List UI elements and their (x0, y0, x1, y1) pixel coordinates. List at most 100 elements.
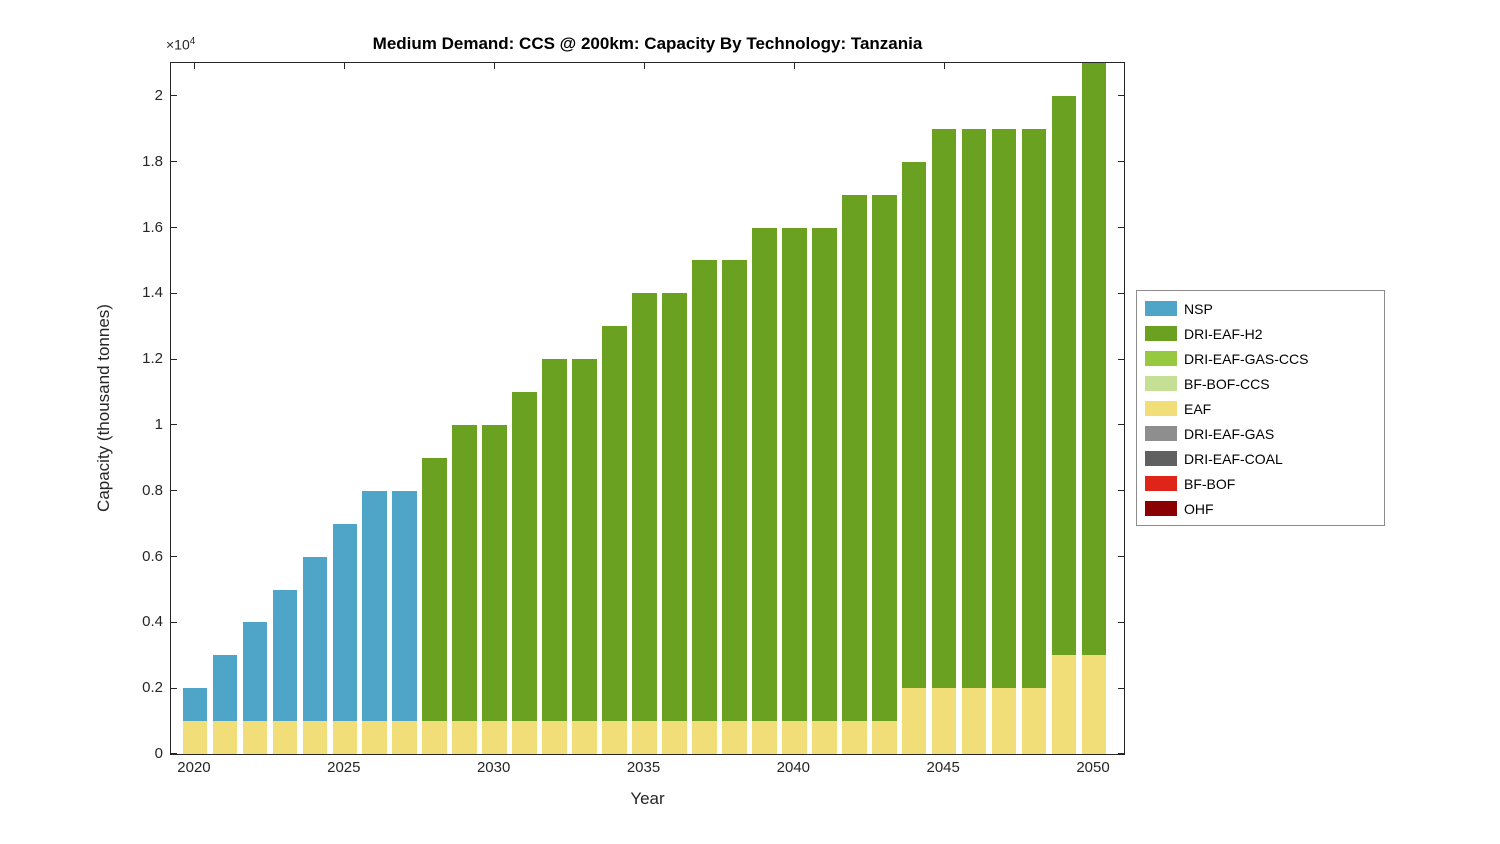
bar-segment (931, 128, 957, 689)
legend-swatch-dri-eaf-gas (1145, 426, 1177, 441)
legend-swatch-ohf (1145, 501, 1177, 516)
y-axis-label: Capacity (thousand tonnes) (94, 304, 113, 512)
y-tick-mark (1118, 227, 1124, 229)
bar-segment (242, 721, 268, 754)
bar-segment (722, 260, 747, 722)
bar-segment (272, 721, 298, 754)
legend-label-dri-eaf-coal: DRI-EAF-COAL (1184, 450, 1283, 467)
bar-segment (212, 655, 238, 722)
bar-segment (871, 194, 897, 722)
legend-item-dri-eaf-gas-ccs: DRI-EAF-GAS-CCS (1137, 346, 1384, 371)
y-tick-mark (171, 621, 177, 623)
y-tick-mark (171, 687, 177, 689)
bar-segment (692, 260, 717, 722)
bar-segment (782, 227, 807, 722)
legend-item-bf-bof-ccs: BF-BOF-CCS (1137, 371, 1384, 396)
y-tick-label: 1.2 (142, 350, 163, 368)
legend-swatch-bf-bof (1145, 476, 1177, 491)
bar-segment (841, 194, 867, 722)
bar-segment (572, 721, 597, 754)
legend-label-dri-eaf-gas: DRI-EAF-GAS (1184, 425, 1275, 442)
bar-segment (662, 721, 687, 754)
x-tick-label: 2040 (776, 759, 811, 776)
legend-label-eaf: EAF (1184, 400, 1212, 417)
legend-item-nsp: NSP (1137, 296, 1384, 321)
legend-item-eaf: EAF (1137, 396, 1384, 421)
y-tick-mark (171, 753, 177, 754)
bar-segment (931, 688, 957, 754)
chart-title: Medium Demand: CCS @ 200km: Capacity By … (372, 34, 923, 53)
bar-segment (422, 457, 447, 722)
y-tick-mark (1118, 424, 1124, 426)
bar-segment (452, 721, 477, 754)
bar-segment (901, 688, 927, 754)
y-tick-mark (1118, 292, 1124, 294)
y-tick-mark (171, 292, 177, 294)
y-tick-mark (171, 556, 177, 558)
x-tick-mark (644, 63, 645, 69)
bar-segment (1051, 95, 1077, 656)
bar-segment (482, 721, 507, 754)
y-axis-multiplier-base: ×10 (166, 36, 190, 53)
y-tick-label: 1.6 (142, 218, 163, 236)
y-tick-label: 0.2 (142, 679, 163, 697)
bar-segment (961, 688, 987, 754)
bar-segment (991, 128, 1017, 689)
x-axis-label: Year (630, 789, 665, 808)
y-tick-mark (1118, 687, 1124, 689)
bar-segment (782, 721, 807, 754)
legend-swatch-dri-eaf-coal (1145, 451, 1177, 466)
x-tick-mark (494, 63, 496, 69)
legend-swatch-dri-eaf-gas-ccs (1145, 351, 1177, 366)
y-tick-label: 0 (154, 745, 163, 762)
bar-segment (572, 359, 597, 722)
bar-segment (422, 721, 447, 754)
y-tick-label: 1 (154, 415, 163, 433)
legend-label-dri-eaf-h2: DRI-EAF-H2 (1184, 325, 1263, 342)
legend-label-ohf: OHF (1184, 500, 1214, 517)
y-tick-mark (171, 227, 177, 229)
bar-segment (272, 589, 298, 722)
bar-segment (392, 721, 418, 754)
bar-segment (332, 523, 358, 722)
y-tick-mark (1118, 753, 1124, 754)
legend-swatch-bf-bof-ccs (1145, 376, 1177, 391)
legend-item-dri-eaf-coal: DRI-EAF-COAL (1137, 446, 1384, 471)
legend-swatch-dri-eaf-h2 (1145, 326, 1177, 341)
bar-segment (452, 424, 477, 722)
bar-segment (841, 721, 867, 754)
bar-segment (662, 293, 687, 722)
bar-segment (302, 721, 328, 754)
x-tick-label: 2045 (926, 759, 960, 776)
y-tick-mark (171, 490, 177, 492)
bar-segment (632, 293, 657, 722)
bar-segment (871, 721, 897, 754)
x-tick-label: 2050 (1076, 759, 1110, 776)
x-tick-label: 2035 (626, 759, 661, 776)
bar-segment (812, 227, 837, 722)
y-tick-mark (171, 95, 177, 97)
plot-area (170, 62, 1125, 755)
legend-item-dri-eaf-h2: DRI-EAF-H2 (1137, 321, 1384, 346)
legend-item-dri-eaf-gas: DRI-EAF-GAS (1137, 421, 1384, 446)
y-axis-multiplier: ×104 (166, 36, 195, 53)
bar-segment (722, 721, 747, 754)
legend-swatch-nsp (1145, 301, 1177, 316)
y-tick-mark (1118, 621, 1124, 623)
bar-segment (901, 161, 927, 689)
bar-segment (1081, 655, 1107, 754)
legend-label-nsp: NSP (1184, 300, 1213, 317)
bar-segment (362, 721, 388, 754)
legend-label-dri-eaf-gas-ccs: DRI-EAF-GAS-CCS (1184, 350, 1309, 367)
bar-segment (182, 721, 208, 754)
y-tick-label: 0.8 (142, 481, 163, 499)
bar-segment (961, 128, 987, 689)
bar-segment (1051, 655, 1077, 754)
legend-swatch-eaf (1145, 401, 1177, 416)
bar-segment (392, 490, 418, 722)
legend-label-bf-bof: BF-BOF (1184, 475, 1236, 492)
y-tick-mark (1118, 95, 1124, 97)
y-tick-label: 1.4 (142, 284, 163, 302)
x-tick-mark (194, 63, 196, 69)
legend: NSP DRI-EAF-H2 DRI-EAF-GAS-CCS BF-BOF-CCS EA… (1136, 290, 1385, 526)
